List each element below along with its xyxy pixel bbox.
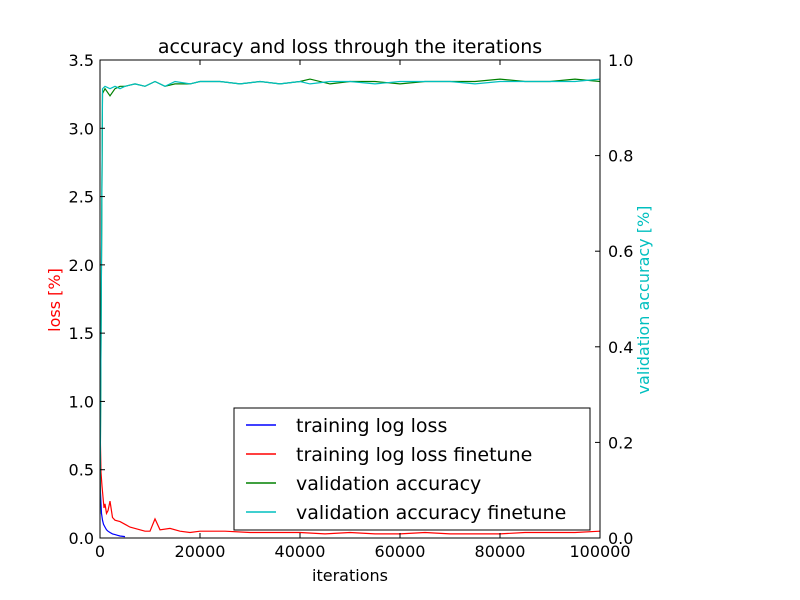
y-left-tick-label: 3.0 (69, 119, 94, 138)
series-line-0 (100, 480, 126, 538)
series-line-1 (100, 421, 600, 535)
y-right-tick-label: 0.2 (608, 433, 633, 452)
legend-label-2: validation accuracy (296, 473, 481, 495)
legend-label-3: validation accuracy finetune (296, 502, 566, 524)
legend: training log loss training log loss finet… (233, 407, 591, 531)
legend-label-0: training log loss (296, 415, 447, 437)
x-tick-label: 40000 (275, 542, 326, 561)
y-left-tick-label: 0.0 (69, 529, 94, 548)
x-axis-label: iterations (312, 566, 388, 585)
y-right-tick-label: 0.0 (608, 529, 633, 548)
y-axis-right-label: validation accuracy [%] (634, 206, 653, 395)
y-right-tick-label: 0.8 (608, 147, 633, 166)
axes: 0 20000 40000 60000 80000 1000000.00.51.01.52… (69, 51, 634, 561)
y-right-tick-label: 0.4 (608, 338, 633, 357)
y-right-tick-label: 1.0 (608, 51, 633, 70)
x-tick-label: 0 (95, 542, 105, 561)
x-tick-label: 100000 (569, 542, 630, 561)
y-left-tick-label: 3.5 (69, 51, 94, 70)
y-left-tick-label: 1.5 (69, 324, 94, 343)
chart-title: accuracy and loss through the iterations (158, 36, 542, 58)
y-left-tick-label: 2.5 (69, 188, 94, 207)
plot-frame (99, 59, 601, 539)
legend-box (233, 407, 591, 531)
y-left-tick-label: 0.5 (69, 461, 94, 480)
series-line-3 (100, 78, 600, 515)
legend-label-1: training log loss finetune (296, 444, 532, 466)
y-axis-left-label: loss [%] (45, 268, 64, 332)
y-left-tick-label: 1.0 (69, 392, 94, 411)
x-tick-label: 60000 (375, 542, 426, 561)
x-tick-label: 20000 (175, 542, 226, 561)
x-tick-label: 80000 (475, 542, 526, 561)
y-right-tick-label: 0.6 (608, 242, 633, 261)
plot-area (100, 78, 600, 538)
y-left-tick-label: 2.0 (69, 256, 94, 275)
